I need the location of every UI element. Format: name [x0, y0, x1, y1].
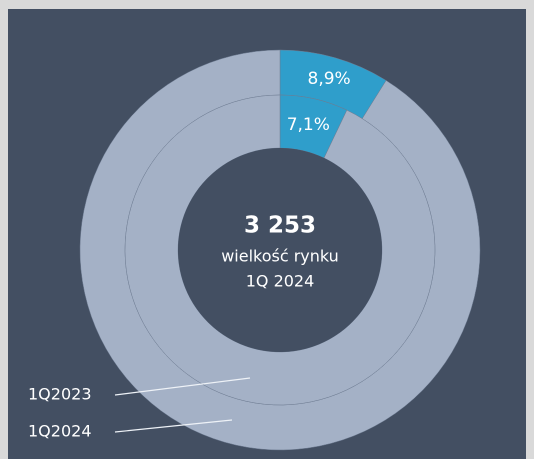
value-label: 8,9% — [308, 69, 351, 89]
value-label: 7,1% — [287, 115, 330, 135]
leader-line — [114, 419, 233, 433]
center-text: 3 253 — [244, 213, 316, 239]
ring-label: 1Q2024 — [28, 422, 92, 441]
center-text: wielkość rynku — [221, 247, 339, 266]
ring-label: 1Q2023 — [28, 385, 92, 404]
leader-line — [114, 377, 251, 396]
center-text: 1Q 2024 — [246, 272, 315, 291]
center-disk — [178, 148, 382, 352]
